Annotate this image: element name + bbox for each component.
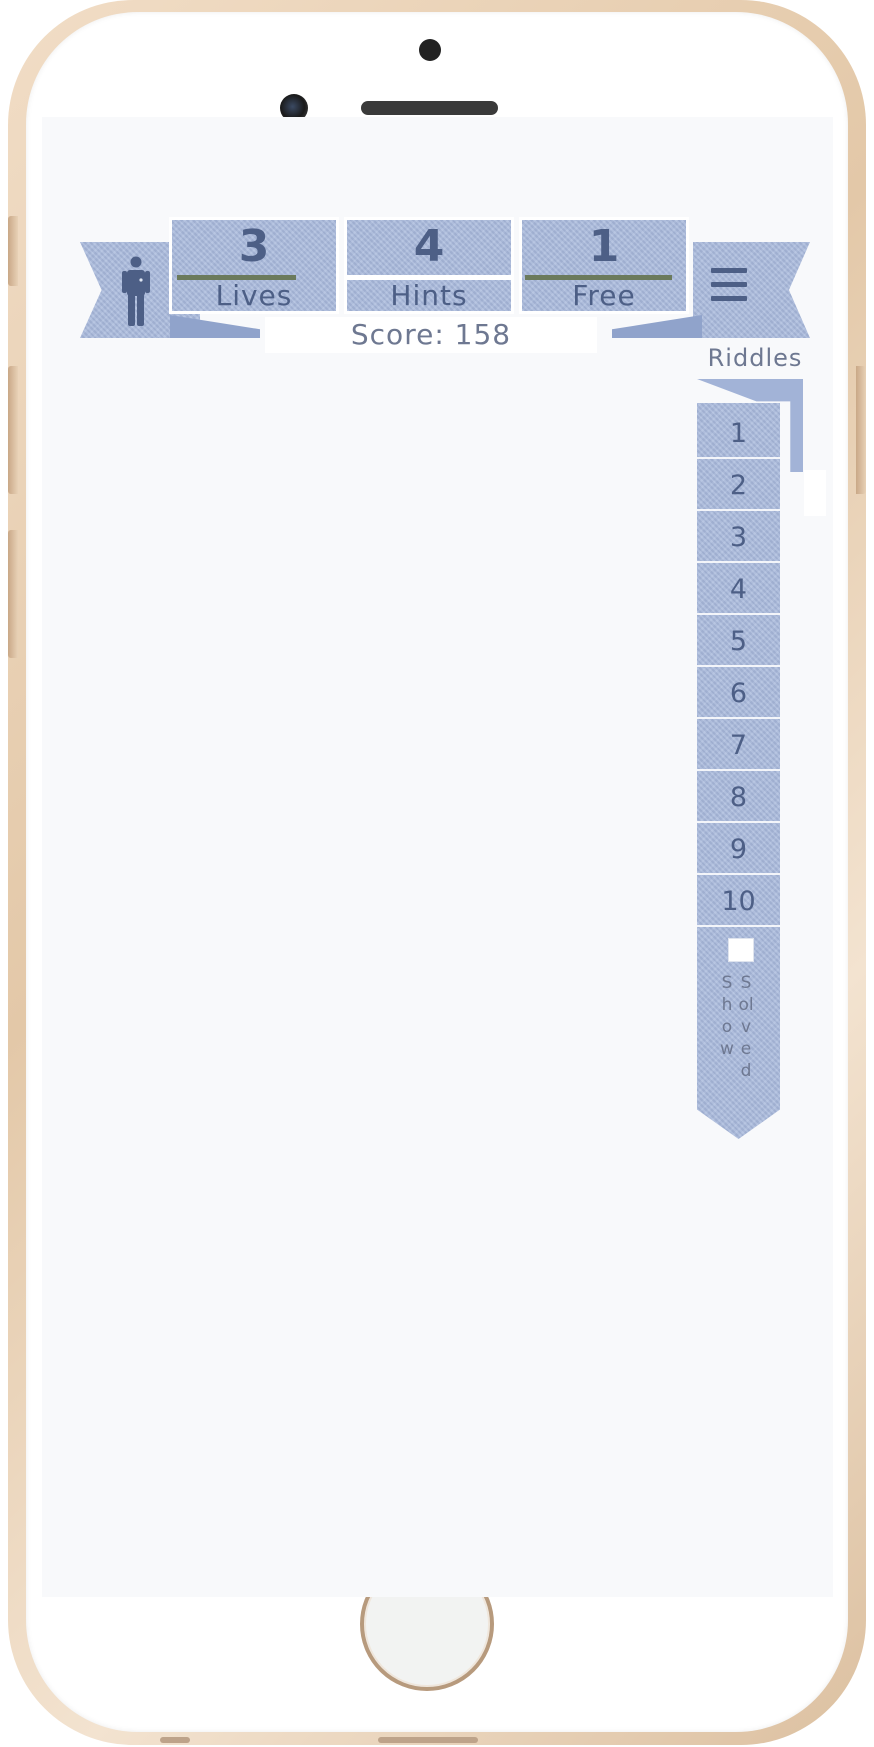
hints-counter[interactable]: 4 Hints xyxy=(344,217,514,314)
riddle-item[interactable]: 9 xyxy=(697,824,780,875)
hamburger-menu-icon[interactable] xyxy=(711,268,747,306)
riddle-item[interactable]: 8 xyxy=(697,772,780,823)
lives-counter: 3 Lives xyxy=(169,217,339,314)
riddle-item[interactable]: 1 xyxy=(697,408,780,459)
show-label: Show xyxy=(720,973,734,1059)
lives-label: Lives xyxy=(215,279,293,312)
riddle-item[interactable]: 10 xyxy=(697,876,780,927)
hints-label: Hints xyxy=(390,279,468,312)
riddle-item[interactable]: 5 xyxy=(697,616,780,667)
riddle-item[interactable]: 7 xyxy=(697,720,780,771)
solved-label: Solved xyxy=(738,973,754,1081)
free-counter[interactable]: 1 Free xyxy=(519,217,689,314)
screen-edge xyxy=(804,470,826,516)
proximity-sensor xyxy=(419,39,441,61)
volume-down-button xyxy=(8,530,18,658)
hints-divider xyxy=(347,275,511,280)
volume-up-button xyxy=(8,366,18,494)
score-display: Score: 158 xyxy=(265,317,597,353)
lives-divider xyxy=(177,275,296,280)
hints-value: 4 xyxy=(413,221,445,272)
riddle-item[interactable]: 4 xyxy=(697,564,780,615)
riddle-item[interactable]: 2 xyxy=(697,460,780,511)
lives-value: 3 xyxy=(238,221,270,272)
power-button xyxy=(856,366,866,494)
riddle-item[interactable]: 6 xyxy=(697,668,780,719)
riddles-title: Riddles xyxy=(707,344,803,372)
bottom-edge-detail xyxy=(378,1737,478,1743)
free-label: Free xyxy=(572,279,636,312)
earpiece-speaker xyxy=(361,101,498,115)
riddle-item[interactable]: 3 xyxy=(697,512,780,563)
riddles-list: 1 2 3 4 5 6 7 8 9 10 xyxy=(697,403,780,1139)
mute-switch xyxy=(8,216,18,286)
bottom-edge-detail xyxy=(160,1737,190,1743)
person-icon[interactable] xyxy=(122,256,150,326)
free-value: 1 xyxy=(588,221,620,272)
show-solved-checkbox[interactable] xyxy=(728,938,754,962)
free-divider xyxy=(525,275,672,280)
